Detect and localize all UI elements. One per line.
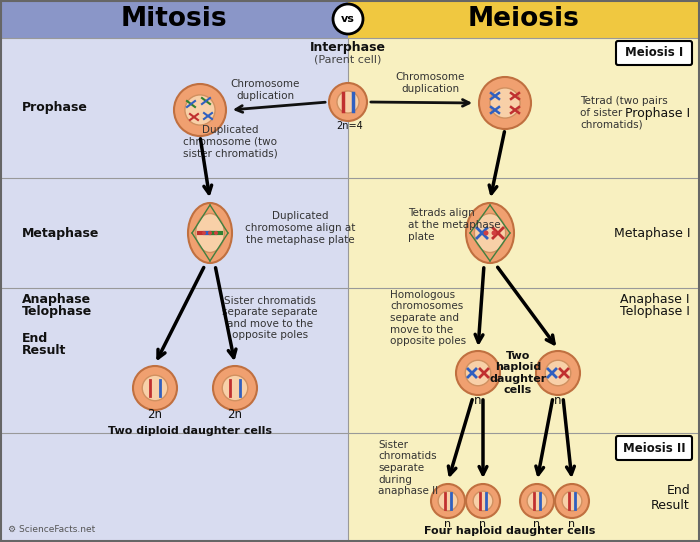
Bar [0,38,348,542]
Circle shape [333,4,363,34]
Circle shape [214,231,218,235]
Ellipse shape [555,484,589,518]
Text: Tetrad (two pairs
of sister
chromatids): Tetrad (two pairs of sister chromatids) [580,96,668,130]
Text: Two diploid daughter cells: Two diploid daughter cells [108,426,272,436]
Text: n: n [480,519,486,529]
Ellipse shape [466,203,514,263]
Ellipse shape [545,360,570,386]
Ellipse shape [490,88,520,118]
Ellipse shape [456,351,500,395]
Ellipse shape [329,83,367,121]
Text: Tetrads align
at the metaphase
plate: Tetrads align at the metaphase plate [408,209,500,242]
Ellipse shape [337,91,359,113]
Text: Two
haploid
daughter
cells: Two haploid daughter cells [489,351,547,396]
Ellipse shape [185,95,215,125]
Bar [348,38,700,542]
Text: Telophase I: Telophase I [620,306,690,319]
Ellipse shape [475,214,505,253]
Circle shape [202,231,206,235]
Ellipse shape [213,366,257,410]
Text: End
Result: End Result [651,484,690,512]
Text: 2n=4: 2n=4 [337,121,363,131]
Ellipse shape [466,484,500,518]
Ellipse shape [438,491,458,511]
Text: (Parent cell): (Parent cell) [314,55,382,65]
Text: Meiosis I: Meiosis I [625,47,683,60]
Text: Metaphase I: Metaphase I [613,227,690,240]
Text: Chromosome
duplication: Chromosome duplication [230,79,300,101]
Text: Meiosis II: Meiosis II [623,442,685,455]
Text: Interphase: Interphase [310,42,386,55]
Text: Duplicated
chromosome (two
sister chromatids): Duplicated chromosome (two sister chroma… [183,125,277,159]
Text: n: n [475,393,482,406]
Text: n: n [444,519,452,529]
Text: Metaphase: Metaphase [22,227,99,240]
Bar [348,0,700,38]
Text: Chromosome
duplication: Chromosome duplication [395,72,465,94]
Text: vs: vs [341,14,355,24]
Ellipse shape [527,491,547,511]
Ellipse shape [188,203,232,263]
Ellipse shape [142,375,168,401]
Ellipse shape [133,366,177,410]
Text: n: n [533,519,540,529]
Text: Four haploid daughter cells: Four haploid daughter cells [424,526,596,536]
Text: Result: Result [22,344,66,357]
Text: n: n [568,519,575,529]
FancyBboxPatch shape [616,41,692,65]
Ellipse shape [520,484,554,518]
Ellipse shape [431,484,465,518]
Text: Telophase: Telophase [22,306,92,319]
Ellipse shape [479,77,531,129]
Ellipse shape [466,360,491,386]
Ellipse shape [222,375,248,401]
Text: 2n: 2n [148,409,162,422]
Circle shape [491,230,496,236]
Circle shape [484,230,489,236]
Bar [0,0,348,38]
Text: Mitosis: Mitosis [120,6,228,32]
Ellipse shape [562,491,582,511]
Ellipse shape [473,491,493,511]
Circle shape [208,231,212,235]
Text: Prophase I: Prophase I [625,106,690,119]
Text: Sister chromatids
separate separate
and move to the
opposite poles: Sister chromatids separate separate and … [223,295,318,340]
Text: 2n: 2n [228,409,242,422]
FancyBboxPatch shape [616,436,692,460]
Text: n: n [554,393,561,406]
Text: Meiosis: Meiosis [468,6,580,32]
Ellipse shape [196,214,224,253]
Text: End: End [22,332,48,345]
Ellipse shape [174,84,226,136]
Text: Anaphase: Anaphase [22,294,91,306]
Ellipse shape [536,351,580,395]
Text: Anaphase I: Anaphase I [620,294,690,306]
Text: ⚙ ScienceFacts.net: ⚙ ScienceFacts.net [8,525,95,534]
Text: Prophase: Prophase [22,101,88,114]
Text: Sister
chromatids
separate
during
anaphase II: Sister chromatids separate during anapha… [378,440,438,496]
Text: Duplicated
chromosome align at
the metaphase plate: Duplicated chromosome align at the metap… [245,211,355,244]
Text: Homologous
chromosomes
separate and
move to the
opposite poles: Homologous chromosomes separate and move… [390,290,466,346]
